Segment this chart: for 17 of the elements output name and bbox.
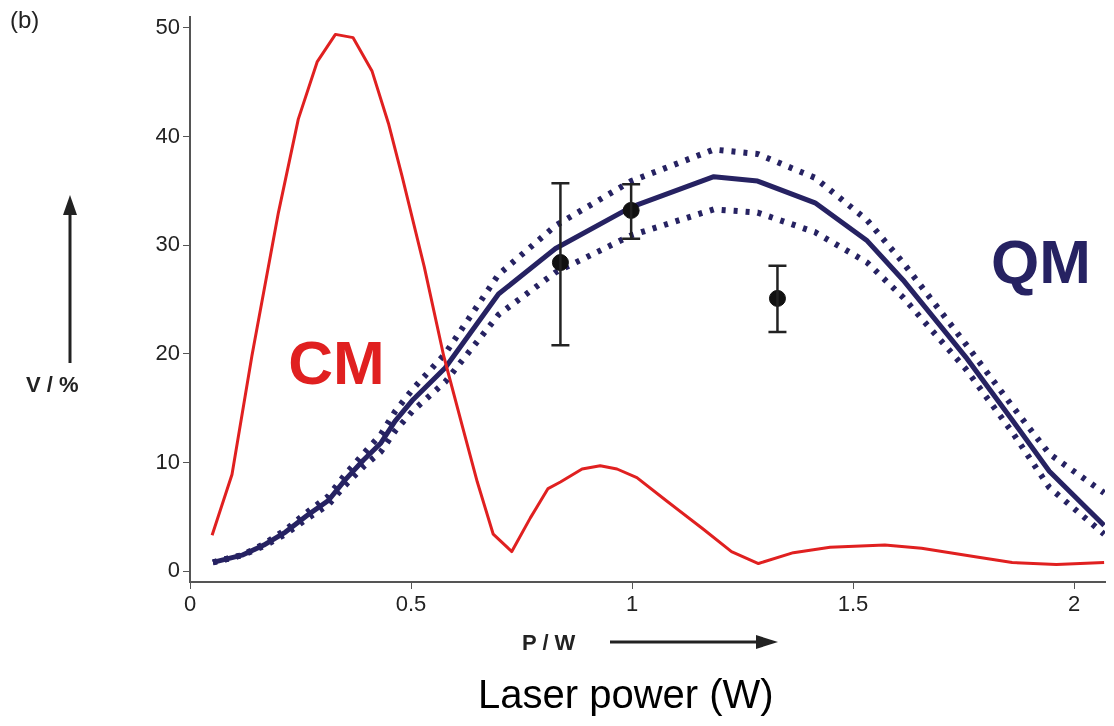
text: Laser power (W)	[478, 672, 774, 717]
series-label: CM	[288, 328, 385, 398]
x-tick-label: 1	[625, 591, 639, 617]
y-axis-title: V / %	[26, 372, 79, 398]
y-tick-label: 50	[155, 13, 180, 39]
series-label: QM	[991, 226, 1091, 296]
text: (b)	[10, 6, 40, 34]
y-tick-label: 30	[155, 231, 180, 257]
y-tick-label: 0	[167, 557, 180, 583]
x-tick-label: 2	[1067, 591, 1081, 617]
y-tick-label: 20	[155, 339, 180, 365]
x-tick-label: 0	[183, 591, 197, 617]
x-tick-label: 1.5	[837, 591, 869, 617]
x-axis-title: P / W	[522, 630, 576, 656]
y-tick-label: 40	[155, 122, 180, 148]
x-tick-label: 0.5	[395, 591, 427, 617]
y-tick-label: 10	[155, 448, 180, 474]
